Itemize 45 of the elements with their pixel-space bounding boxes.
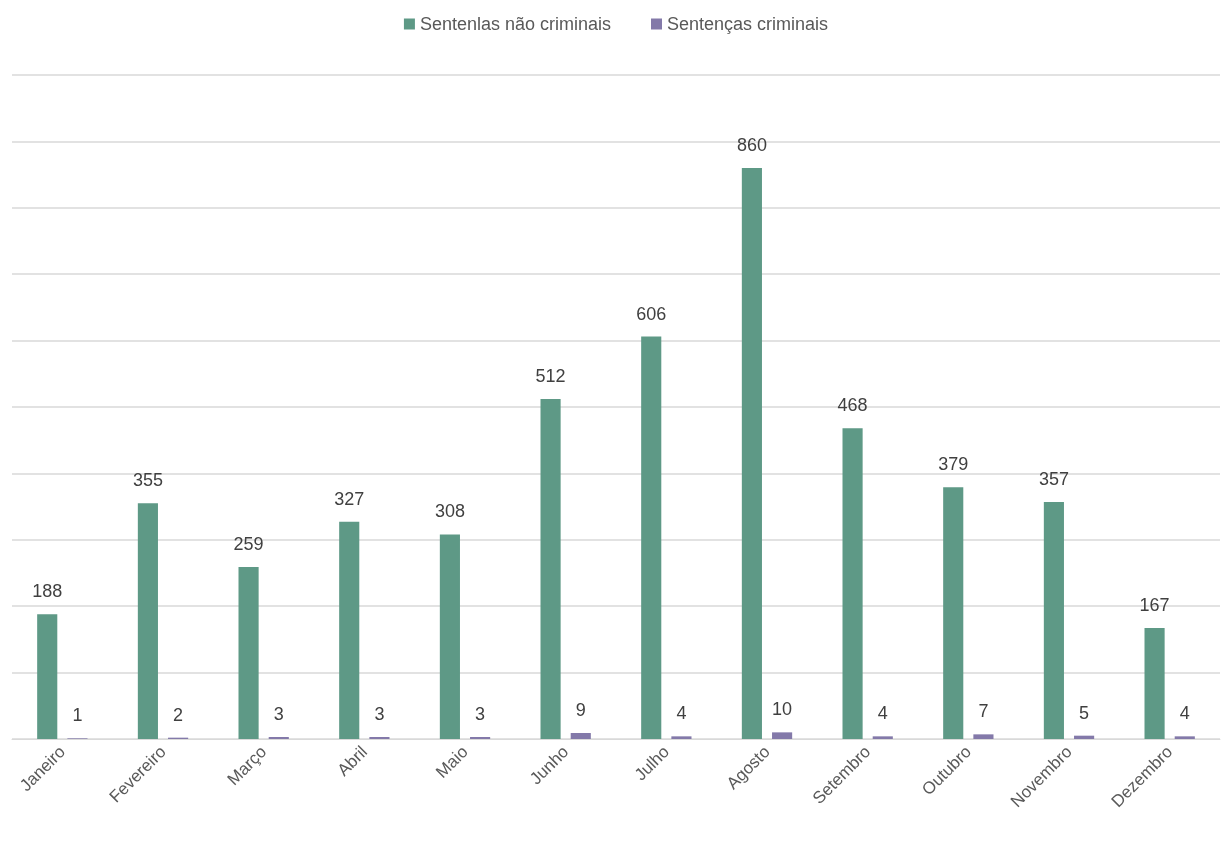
- data-label: 188: [32, 581, 63, 602]
- bar: [339, 521, 360, 739]
- bar: [1074, 735, 1095, 739]
- data-label: 468: [837, 395, 868, 416]
- data-label: 259: [233, 534, 264, 555]
- data-label: 606: [636, 303, 667, 324]
- data-label: 167: [1139, 595, 1170, 616]
- bar: [439, 534, 460, 739]
- bar: [943, 487, 964, 739]
- bar: [772, 732, 793, 739]
- data-label: 1: [72, 705, 83, 726]
- data-label: 860: [736, 134, 767, 155]
- bar: [1144, 628, 1165, 739]
- data-label: 379: [938, 454, 969, 475]
- bar: [671, 736, 692, 739]
- data-label: 7: [978, 701, 989, 722]
- data-label: 2: [173, 704, 184, 725]
- bar: [37, 614, 58, 739]
- data-label: 5: [1079, 702, 1090, 723]
- bar: [1043, 501, 1064, 739]
- bar: [842, 428, 863, 739]
- legend-label: Sentenlas não criminais: [419, 14, 612, 34]
- data-label: 4: [877, 703, 888, 724]
- bar: [540, 399, 561, 739]
- data-label: 3: [273, 704, 284, 725]
- legend-label: Sentenças criminais: [667, 14, 829, 34]
- data-label: 4: [676, 703, 687, 724]
- bar: [137, 503, 158, 739]
- bar: [741, 167, 762, 739]
- data-label: 355: [132, 470, 163, 491]
- data-label: 4: [1179, 703, 1190, 724]
- bar: [641, 336, 662, 739]
- data-label: 512: [535, 366, 566, 387]
- bar: [1174, 736, 1195, 739]
- data-label: 327: [334, 488, 365, 509]
- bar: [570, 733, 591, 739]
- data-label: 3: [374, 704, 385, 725]
- data-label: 308: [434, 501, 465, 522]
- data-label: 357: [1038, 468, 1069, 489]
- data-label: 10: [772, 699, 793, 720]
- bar: [238, 567, 259, 739]
- bar: [872, 736, 893, 739]
- data-label: 3: [475, 704, 486, 725]
- data-label: 9: [575, 700, 586, 721]
- bar: [973, 734, 994, 739]
